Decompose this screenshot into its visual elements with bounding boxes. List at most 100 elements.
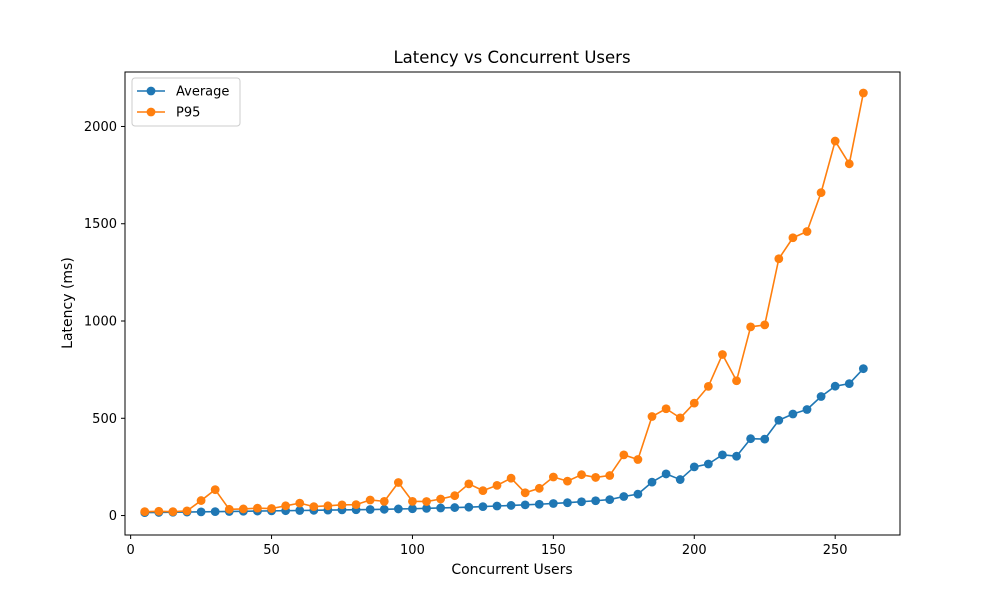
- data-point-average: [802, 405, 812, 414]
- y-tick-label: 1000: [84, 315, 117, 330]
- data-point-average: [605, 495, 615, 504]
- x-tick-label: 150: [541, 543, 566, 558]
- data-point-p95: [858, 88, 868, 98]
- data-point-p95: [408, 496, 417, 506]
- legend-marker-average: [146, 86, 156, 96]
- x-tick-label: 0: [126, 543, 134, 558]
- data-point-average: [760, 434, 770, 444]
- data-point-average: [647, 477, 657, 487]
- data-point-average: [295, 506, 305, 515]
- data-point-average: [844, 379, 854, 389]
- data-point-average: [774, 415, 784, 425]
- data-point-average: [746, 434, 756, 444]
- x-tick-label: 250: [823, 543, 848, 558]
- y-tick-label: 0: [109, 509, 117, 524]
- data-point-p95: [746, 322, 756, 332]
- plot-frame: [124, 71, 901, 536]
- data-point-average: [830, 381, 840, 391]
- data-point-average: [633, 489, 643, 499]
- data-point-p95: [675, 413, 685, 423]
- data-point-p95: [210, 485, 220, 495]
- data-point-average: [577, 497, 586, 507]
- data-point-average: [703, 459, 713, 469]
- chart-title: Latency vs Concurrent Users: [393, 48, 630, 67]
- data-point-p95: [802, 227, 812, 236]
- data-point-p95: [605, 471, 615, 480]
- data-point-average: [408, 504, 417, 514]
- data-point-average: [520, 500, 530, 510]
- y-tick-label: 2000: [84, 120, 117, 135]
- data-point-p95: [309, 502, 319, 511]
- data-point-p95: [154, 506, 164, 516]
- data-point-p95: [647, 412, 657, 421]
- data-point-p95: [788, 233, 798, 243]
- legend-label-average: Average: [176, 85, 229, 100]
- data-point-average: [422, 503, 431, 513]
- data-point-p95: [323, 501, 333, 511]
- data-point-p95: [563, 476, 572, 486]
- data-point-p95: [703, 381, 713, 391]
- data-point-average: [210, 507, 220, 517]
- y-tick-label: 1500: [84, 217, 117, 232]
- data-point-average: [619, 492, 629, 501]
- x-tick-label: 100: [400, 543, 425, 558]
- x-tick-label: 200: [682, 543, 707, 558]
- data-point-p95: [577, 470, 586, 480]
- y-tick-label: 500: [92, 412, 117, 427]
- data-point-p95: [182, 506, 192, 516]
- data-point-average: [689, 462, 699, 472]
- data-point-p95: [281, 501, 291, 511]
- data-point-p95: [548, 472, 558, 482]
- data-point-p95: [478, 486, 488, 496]
- data-point-p95: [196, 496, 206, 505]
- data-point-p95: [718, 350, 727, 359]
- data-point-p95: [689, 398, 699, 408]
- data-point-p95: [732, 376, 741, 386]
- data-point-p95: [464, 479, 474, 489]
- y-axis-label: Latency (ms): [60, 257, 76, 349]
- data-point-p95: [436, 494, 446, 504]
- legend-box: [131, 77, 241, 127]
- data-point-p95: [337, 500, 347, 510]
- legend: Average P95: [131, 77, 241, 127]
- data-point-average: [450, 503, 460, 512]
- data-point-average: [591, 496, 601, 506]
- data-point-p95: [591, 473, 601, 482]
- data-point-average: [492, 501, 502, 511]
- legend-label-p95: P95: [176, 106, 200, 121]
- data-point-p95: [393, 478, 403, 487]
- data-point-average: [661, 469, 671, 479]
- data-point-p95: [168, 507, 178, 517]
- data-point-p95: [295, 498, 305, 508]
- data-point-p95: [520, 488, 530, 498]
- data-point-average: [534, 499, 544, 509]
- data-point-average: [365, 505, 375, 514]
- data-point-p95: [661, 404, 671, 414]
- data-point-p95: [534, 483, 544, 493]
- data-point-p95: [506, 473, 516, 483]
- data-point-p95: [450, 491, 460, 501]
- data-point-average: [506, 501, 516, 510]
- x-tick-label: 50: [263, 543, 280, 558]
- data-point-average: [675, 475, 685, 484]
- data-point-p95: [422, 497, 431, 506]
- data-point-p95: [253, 503, 262, 513]
- data-point-average: [858, 364, 868, 374]
- data-point-p95: [760, 320, 770, 330]
- data-point-average: [464, 502, 474, 512]
- data-point-p95: [492, 480, 502, 490]
- data-point-p95: [140, 507, 150, 517]
- data-point-average: [478, 502, 488, 511]
- data-point-average: [436, 503, 446, 513]
- plot-area: 0 50 100 150 200 250 0 500 1000 1500 2000: [84, 71, 901, 558]
- data-point-p95: [267, 504, 276, 513]
- data-point-average: [718, 450, 727, 460]
- data-point-p95: [238, 504, 248, 514]
- data-point-average: [816, 392, 826, 401]
- data-point-p95: [365, 495, 375, 505]
- data-point-average: [393, 504, 403, 514]
- data-point-average: [732, 451, 741, 461]
- data-point-average: [379, 504, 389, 514]
- data-point-p95: [619, 450, 629, 460]
